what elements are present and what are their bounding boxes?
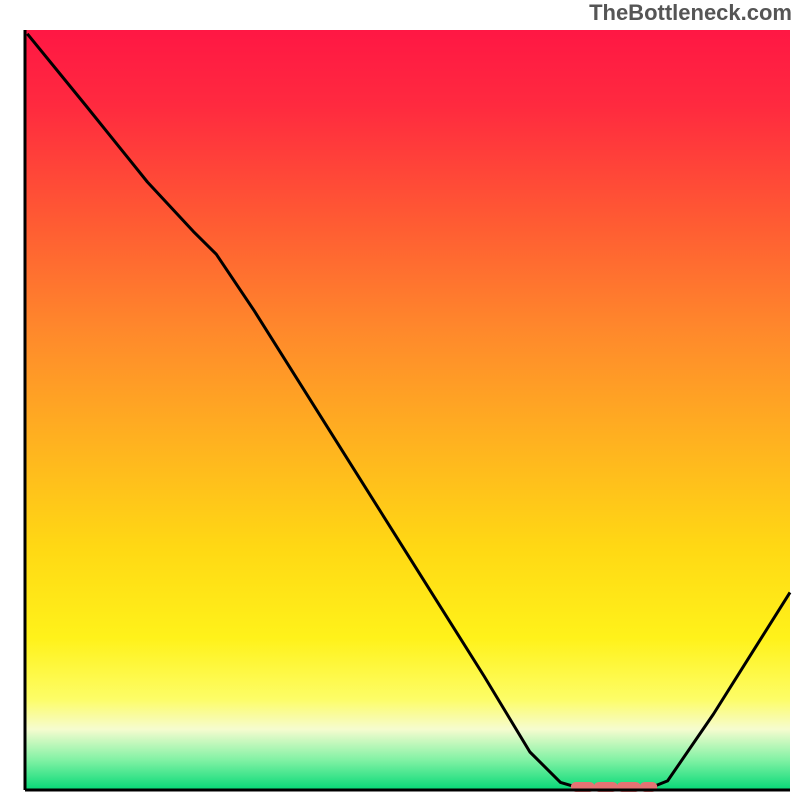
gradient-background <box>25 30 790 790</box>
chart-canvas: TheBottleneck.com <box>0 0 800 800</box>
attribution-text: TheBottleneck.com <box>589 0 792 26</box>
chart-svg <box>0 0 800 800</box>
